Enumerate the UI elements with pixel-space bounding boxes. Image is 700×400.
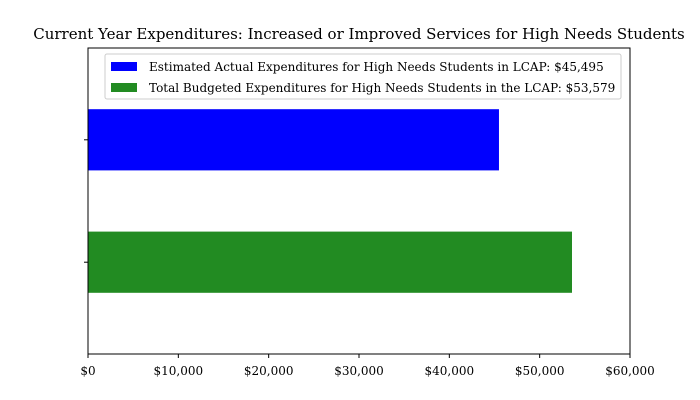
x-tick-label: $20,000 <box>244 364 294 378</box>
bar-estimated-actual <box>88 109 499 171</box>
legend-swatch-budgeted <box>111 83 137 92</box>
x-tick-label: $50,000 <box>515 364 565 378</box>
x-tick-label: $10,000 <box>154 364 204 378</box>
bar-total-budgeted <box>88 231 572 293</box>
x-tick-label: $0 <box>80 364 95 378</box>
bars-group <box>88 109 572 293</box>
x-tick-label: $30,000 <box>334 364 384 378</box>
legend-label-budgeted: Total Budgeted Expenditures for High Nee… <box>149 81 615 95</box>
y-ticks-group <box>84 139 88 263</box>
legend-swatch-estimated <box>111 62 137 71</box>
x-axis: $0 $10,000 $20,000 $30,000 $40,000 $50,000 $60… <box>80 354 655 378</box>
legend: Estimated Actual Expenditures for High N… <box>104 53 622 100</box>
chart-title: Current Year Expenditures: Increased or … <box>33 25 684 43</box>
x-tick-label: $60,000 <box>605 364 655 378</box>
x-tick-label: $40,000 <box>425 364 475 378</box>
plot-frame <box>87 47 631 355</box>
legend-box <box>104 53 622 100</box>
legend-label-estimated: Estimated Actual Expenditures for High N… <box>149 60 604 74</box>
